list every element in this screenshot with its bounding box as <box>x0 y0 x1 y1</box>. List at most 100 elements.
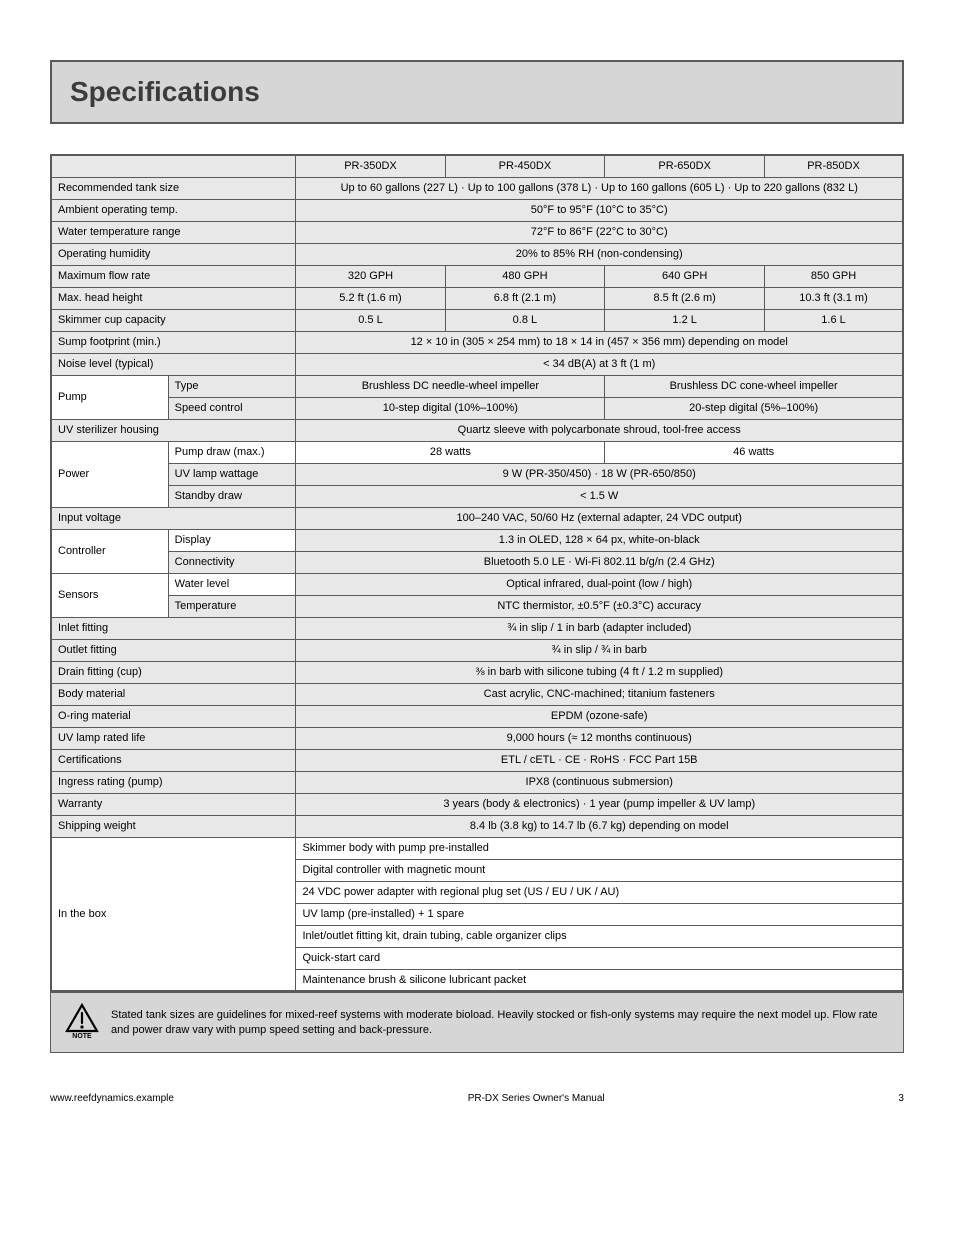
label-recommended-tank: Recommended tank size <box>51 177 296 199</box>
val-cup-4: 1.6 L <box>765 309 903 331</box>
val-head-3: 8.5 ft (2.6 m) <box>605 287 765 309</box>
row-controller-2: Connectivity Bluetooth 5.0 LE · Wi-Fi 80… <box>51 551 903 573</box>
val-noise: < 34 dB(A) at 3 ft (1 m) <box>296 353 903 375</box>
row-uv-life: UV lamp rated life 9,000 hours (≈ 12 mon… <box>51 727 903 749</box>
val-oring: EPDM (ozone-safe) <box>296 705 903 727</box>
row-water-temp: Water temperature range 72°F to 86°F (22… <box>51 221 903 243</box>
label-power: Power <box>51 441 168 507</box>
label-box: In the box <box>51 837 296 991</box>
val-power-standby: < 1.5 W <box>296 485 903 507</box>
label-uv-life: UV lamp rated life <box>51 727 296 749</box>
val-pump-type-r: Brushless DC cone-wheel impeller <box>605 375 903 397</box>
spec-table: PR-350DX PR-450DX PR-650DX PR-850DX Reco… <box>50 154 904 992</box>
val-certs: ETL / cETL · CE · RoHS · FCC Part 15B <box>296 749 903 771</box>
label-humidity: Operating humidity <box>51 243 296 265</box>
label-certs: Certifications <box>51 749 296 771</box>
val-voltage: 100–240 VAC, 50/60 Hz (external adapter,… <box>296 507 903 529</box>
val-box-2: Digital controller with magnetic mount <box>296 859 903 881</box>
sub-power-draw: Pump draw (max.) <box>168 441 296 463</box>
val-inlet: ¾ in slip / 1 in barb (adapter included) <box>296 617 903 639</box>
val-cup-2: 0.8 L <box>445 309 605 331</box>
val-ingress: IPX8 (continuous submersion) <box>296 771 903 793</box>
val-body-mat: Cast acrylic, CNC-machined; titanium fas… <box>296 683 903 705</box>
page-title: Specifications <box>70 76 884 108</box>
row-body-mat: Body material Cast acrylic, CNC-machined… <box>51 683 903 705</box>
row-power-3: Standby draw < 1.5 W <box>51 485 903 507</box>
val-head-4: 10.3 ft (3.1 m) <box>765 287 903 309</box>
val-pump-type-l: Brushless DC needle-wheel impeller <box>296 375 605 397</box>
label-ship-weight: Shipping weight <box>51 815 296 837</box>
val-box-6: Quick-start card <box>296 947 903 969</box>
row-sump-footprint: Sump footprint (min.) 12 × 10 in (305 × … <box>51 331 903 353</box>
row-uv-housing: UV sterilizer housing Quartz sleeve with… <box>51 419 903 441</box>
sub-ctrl-conn: Connectivity <box>168 551 296 573</box>
label-body-mat: Body material <box>51 683 296 705</box>
val-flow-2: 480 GPH <box>445 265 605 287</box>
row-ship-weight: Shipping weight 8.4 lb (3.8 kg) to 14.7 … <box>51 815 903 837</box>
header-model-1: PR-350DX <box>296 155 445 177</box>
row-head-height: Max. head height 5.2 ft (1.6 m) 6.8 ft (… <box>51 287 903 309</box>
val-box-3: 24 VDC power adapter with regional plug … <box>296 881 903 903</box>
header-row: PR-350DX PR-450DX PR-650DX PR-850DX <box>51 155 903 177</box>
row-sensors-2: Temperature NTC thermistor, ±0.5°F (±0.3… <box>51 595 903 617</box>
label-sensors: Sensors <box>51 573 168 617</box>
val-box-7: Maintenance brush & silicone lubricant p… <box>296 969 903 991</box>
row-drain: Drain fitting (cup) ⅜ in barb with silic… <box>51 661 903 683</box>
row-warranty: Warranty 3 years (body & electronics) · … <box>51 793 903 815</box>
val-power-uv: 9 W (PR-350/450) · 18 W (PR-650/850) <box>296 463 903 485</box>
sub-power-standby: Standby draw <box>168 485 296 507</box>
label-ingress: Ingress rating (pump) <box>51 771 296 793</box>
label-outlet: Outlet fitting <box>51 639 296 661</box>
sub-ctrl-display: Display <box>168 529 296 551</box>
val-ship-weight: 8.4 lb (3.8 kg) to 14.7 lb (6.7 kg) depe… <box>296 815 903 837</box>
val-drain: ⅜ in barb with silicone tubing (4 ft / 1… <box>296 661 903 683</box>
row-box-1: In the box Skimmer body with pump pre-in… <box>51 837 903 859</box>
val-humidity: 20% to 85% RH (non-condensing) <box>296 243 903 265</box>
val-pump-speed-r: 20-step digital (5%–100%) <box>605 397 903 419</box>
label-noise: Noise level (typical) <box>51 353 296 375</box>
row-sensors-1: Sensors Water level Optical infrared, du… <box>51 573 903 595</box>
val-outlet: ¾ in slip / ¾ in barb <box>296 639 903 661</box>
row-recommended-tank: Recommended tank size Up to 60 gallons (… <box>51 177 903 199</box>
val-box-5: Inlet/outlet fitting kit, drain tubing, … <box>296 925 903 947</box>
row-pump-2: Speed control 10-step digital (10%–100%)… <box>51 397 903 419</box>
footer-left: www.reefdynamics.example <box>50 1093 174 1104</box>
row-controller-1: Controller Display 1.3 in OLED, 128 × 64… <box>51 529 903 551</box>
header-model-4: PR-850DX <box>765 155 903 177</box>
header-model-2: PR-450DX <box>445 155 605 177</box>
sub-sens-temp: Temperature <box>168 595 296 617</box>
val-uv-housing: Quartz sleeve with polycarbonate shroud,… <box>296 419 903 441</box>
val-head-2: 6.8 ft (2.1 m) <box>445 287 605 309</box>
row-power-2: UV lamp wattage 9 W (PR-350/450) · 18 W … <box>51 463 903 485</box>
val-pump-speed-l: 10-step digital (10%–100%) <box>296 397 605 419</box>
label-drain: Drain fitting (cup) <box>51 661 296 683</box>
note-icon: NOTE <box>65 1003 99 1042</box>
row-ambient-temp: Ambient operating temp. 50°F to 95°F (10… <box>51 199 903 221</box>
val-uv-life: 9,000 hours (≈ 12 months continuous) <box>296 727 903 749</box>
header-model-3: PR-650DX <box>605 155 765 177</box>
val-cup-1: 0.5 L <box>296 309 445 331</box>
page-title-box: Specifications <box>50 60 904 124</box>
label-uv-housing: UV sterilizer housing <box>51 419 296 441</box>
val-head-1: 5.2 ft (1.6 m) <box>296 287 445 309</box>
label-pump: Pump <box>51 375 168 419</box>
val-flow-1: 320 GPH <box>296 265 445 287</box>
row-oring: O-ring material EPDM (ozone-safe) <box>51 705 903 727</box>
row-power-1: Power Pump draw (max.) 28 watts 46 watts <box>51 441 903 463</box>
label-skimmer-cup: Skimmer cup capacity <box>51 309 296 331</box>
row-noise: Noise level (typical) < 34 dB(A) at 3 ft… <box>51 353 903 375</box>
val-recommended-tank: Up to 60 gallons (227 L) · Up to 100 gal… <box>296 177 903 199</box>
label-sump: Sump footprint (min.) <box>51 331 296 353</box>
header-blank <box>51 155 296 177</box>
label-controller: Controller <box>51 529 168 573</box>
row-skimmer-cup: Skimmer cup capacity 0.5 L 0.8 L 1.2 L 1… <box>51 309 903 331</box>
sub-sens-level: Water level <box>168 573 296 595</box>
sub-pump-type: Type <box>168 375 296 397</box>
label-water-temp: Water temperature range <box>51 221 296 243</box>
val-power-draw-l: 28 watts <box>296 441 605 463</box>
label-ambient-temp: Ambient operating temp. <box>51 199 296 221</box>
val-sens-temp: NTC thermistor, ±0.5°F (±0.3°C) accuracy <box>296 595 903 617</box>
row-flow-rate: Maximum flow rate 320 GPH 480 GPH 640 GP… <box>51 265 903 287</box>
row-ingress: Ingress rating (pump) IPX8 (continuous s… <box>51 771 903 793</box>
label-inlet: Inlet fitting <box>51 617 296 639</box>
